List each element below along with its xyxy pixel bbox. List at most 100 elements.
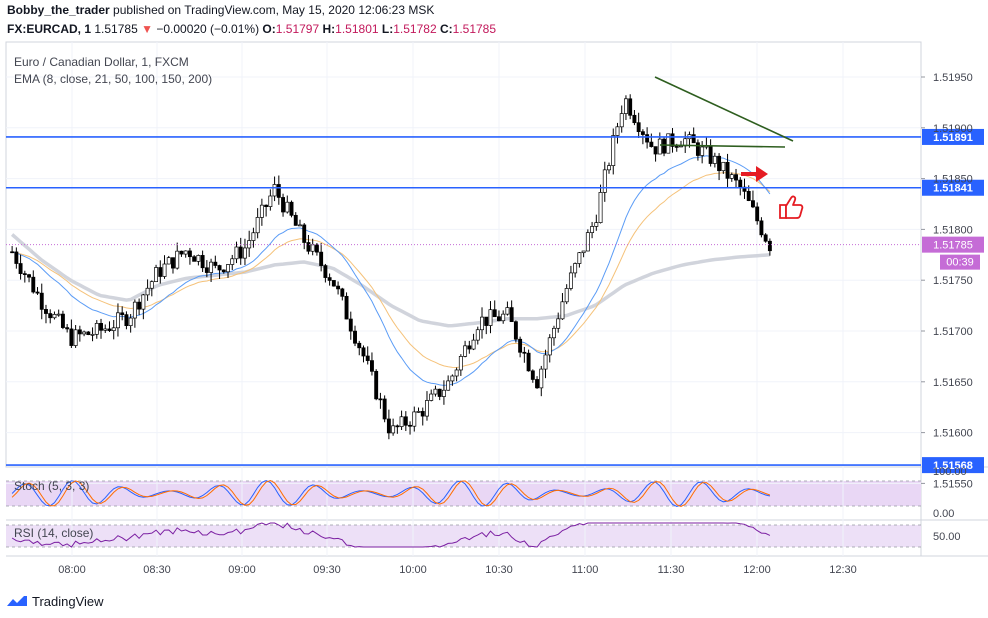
last-price: 1.51785 (94, 22, 138, 36)
stoch-tick-label: 100.00 (933, 466, 967, 478)
candle-body (82, 331, 87, 335)
footer: TradingView (6, 591, 104, 611)
candle-body (175, 250, 180, 269)
candle-body (619, 113, 624, 128)
candle-body (264, 204, 269, 207)
level-price-label: 1.51841 (933, 183, 973, 195)
symbol-label[interactable]: FX:EURCAD, 1 (7, 22, 92, 36)
candle-body (226, 264, 230, 273)
candle-body (408, 424, 413, 427)
candle-body (505, 307, 510, 315)
candle-body (65, 327, 70, 330)
candle-body (712, 155, 717, 164)
price-tick-label: 1.51600 (933, 428, 973, 440)
ema-legend: EMA (8, close, 21, 50, 100, 150, 200) (14, 72, 213, 86)
horizontal-levels[interactable]: 1.51891 1.51841 1.51568 1.51785 00:39 (6, 128, 984, 474)
candle-body (721, 161, 726, 172)
candle-body (585, 232, 590, 252)
candle-body (183, 250, 188, 255)
countdown-tag (940, 254, 980, 270)
candle-body (458, 356, 463, 371)
open-label: O: (262, 22, 276, 36)
candle-body (526, 352, 531, 372)
candle-body (416, 411, 421, 413)
candle-body (463, 345, 468, 357)
candle-body (361, 347, 366, 357)
author-name[interactable]: Bobby_the_trader (7, 3, 110, 17)
candle-body (162, 263, 167, 277)
candle-body (543, 354, 548, 370)
candle-body (111, 327, 116, 331)
candle-body (725, 161, 730, 179)
time-tick-label: 10:00 (399, 564, 427, 576)
price-change: −0.00020 (−0.01%) (156, 22, 260, 36)
candle-body (615, 126, 620, 136)
candle-body (285, 201, 290, 213)
candle-body (10, 251, 15, 254)
time-axis[interactable]: 08:00 08:30 09:00 09:30 10:00 10:30 11:00 11:30… (58, 564, 857, 576)
candle-body (674, 146, 679, 148)
candle-body (302, 224, 307, 243)
candle-body (27, 274, 32, 278)
candle-body (14, 251, 19, 264)
candle-body (192, 256, 197, 262)
level-price-tag (922, 179, 984, 196)
candle-body (204, 267, 209, 273)
stoch-d-line (11, 479, 771, 508)
level-price-tag (922, 457, 984, 474)
thumbs-up-icon (779, 195, 804, 219)
candle-body (69, 328, 74, 346)
publish-line: Bobby_the_trader published on TradingVie… (7, 3, 434, 17)
candle-body (475, 329, 480, 341)
footer-brand[interactable]: TradingView (32, 593, 104, 609)
candle-body (564, 288, 569, 303)
candle-body (238, 246, 243, 259)
candle-body (717, 155, 722, 172)
candle-body (255, 217, 260, 234)
candle-body (365, 355, 370, 361)
candle-body (560, 301, 565, 320)
candle-body (386, 418, 391, 434)
price-tick-label: 1.51900 (933, 123, 973, 135)
candle-body (124, 314, 129, 327)
candle-body (450, 375, 455, 382)
candle-body (488, 309, 493, 326)
candle-body (86, 331, 91, 335)
chart-legend: Euro / Canadian Dollar, 1, FXCM EMA (8, … (14, 54, 212, 88)
candle-body (628, 98, 633, 116)
candle-body (492, 309, 497, 318)
candle-body (327, 277, 332, 281)
candle-body (31, 276, 36, 293)
triangle-lower-line[interactable] (659, 144, 786, 148)
candle-body (568, 272, 573, 289)
candle-body (691, 134, 696, 144)
time-tick-label: 10:30 (485, 564, 513, 576)
candle-body (509, 307, 514, 323)
time-tick-label: 12:30 (829, 564, 857, 576)
candle-body (755, 206, 760, 222)
price-axis[interactable]: 1.51950 1.51900 1.51850 1.51800 1.51750 1.517… (14, 72, 973, 543)
price-tick-label: 1.51950 (933, 72, 973, 84)
candle-body (171, 257, 175, 269)
candle-body (56, 313, 61, 316)
candle-body (467, 345, 472, 350)
candle-body (120, 312, 125, 315)
candle-body (441, 389, 446, 397)
candle-body (99, 323, 103, 331)
price-tick-label: 1.51800 (933, 224, 973, 236)
candle-body (382, 398, 387, 420)
candle-body (403, 416, 408, 426)
candle-body (243, 247, 247, 259)
candle-body (412, 411, 417, 427)
time-tick-label: 11:30 (658, 564, 685, 576)
triangle-upper-line[interactable] (654, 76, 794, 142)
candle-body (310, 244, 315, 252)
candle-body (179, 250, 184, 255)
candle-body (480, 316, 484, 331)
candle-body (77, 329, 82, 335)
candle-body (44, 309, 48, 314)
candle-body (623, 98, 628, 114)
candle-body (137, 301, 142, 310)
candle-body (128, 317, 133, 327)
